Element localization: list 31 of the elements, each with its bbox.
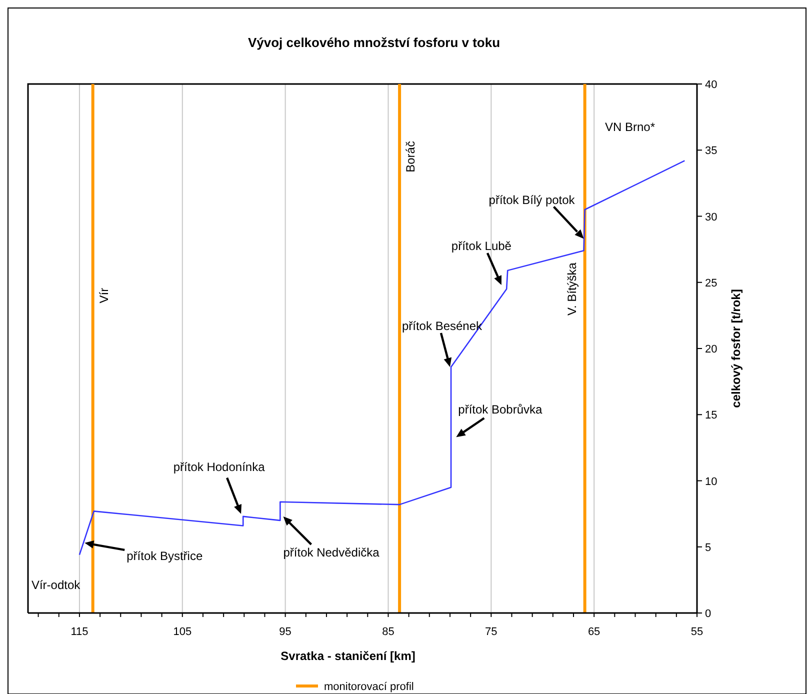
annotation: Vír-odtok [31, 578, 82, 592]
annotation: Boráč [404, 141, 418, 172]
annotation: V. Bítýška [564, 262, 579, 316]
y-tick-label: 0 [705, 608, 712, 620]
x-axis-title: Svratka - staničení [km] [280, 649, 416, 663]
y-tick-label: 20 [705, 344, 718, 356]
x-tick-label: 75 [485, 626, 498, 638]
annotation: VN Brno* [605, 120, 656, 134]
y-tick-label: 25 [705, 277, 718, 290]
legend-title: monitorovací profil [324, 681, 414, 693]
annotation: Vír [97, 288, 112, 304]
y-tick-label: 5 [705, 542, 712, 554]
x-tick-label: 85 [382, 626, 394, 638]
annotation: přítok Hodonínka [173, 460, 266, 474]
annotation: přítok Bílý potok [488, 192, 576, 207]
x-tick-label: 105 [173, 626, 192, 638]
x-tick-label: 115 [70, 626, 88, 638]
y-tick-label: 15 [705, 410, 718, 422]
y-tick-label: 40 [705, 79, 718, 91]
y-tick-label: 10 [705, 476, 718, 488]
x-tick-label: 65 [588, 626, 600, 638]
annotation: přítok Bobrůvka [458, 402, 543, 416]
chart-title: Vývoj celkového množství fosforu v toku [248, 35, 500, 50]
annotation: přítok Lubě [451, 239, 512, 254]
x-tick-label: 95 [279, 626, 292, 638]
annotation: přítok Bystřice [126, 549, 203, 564]
y-tick-label: 35 [705, 145, 718, 158]
annotation: přítok Nedvědička [283, 546, 380, 560]
x-tick-label: 55 [690, 626, 704, 638]
y-axis-title: celkový fosfor [t/rok] [729, 289, 743, 408]
y-tick-label: 30 [705, 211, 718, 224]
